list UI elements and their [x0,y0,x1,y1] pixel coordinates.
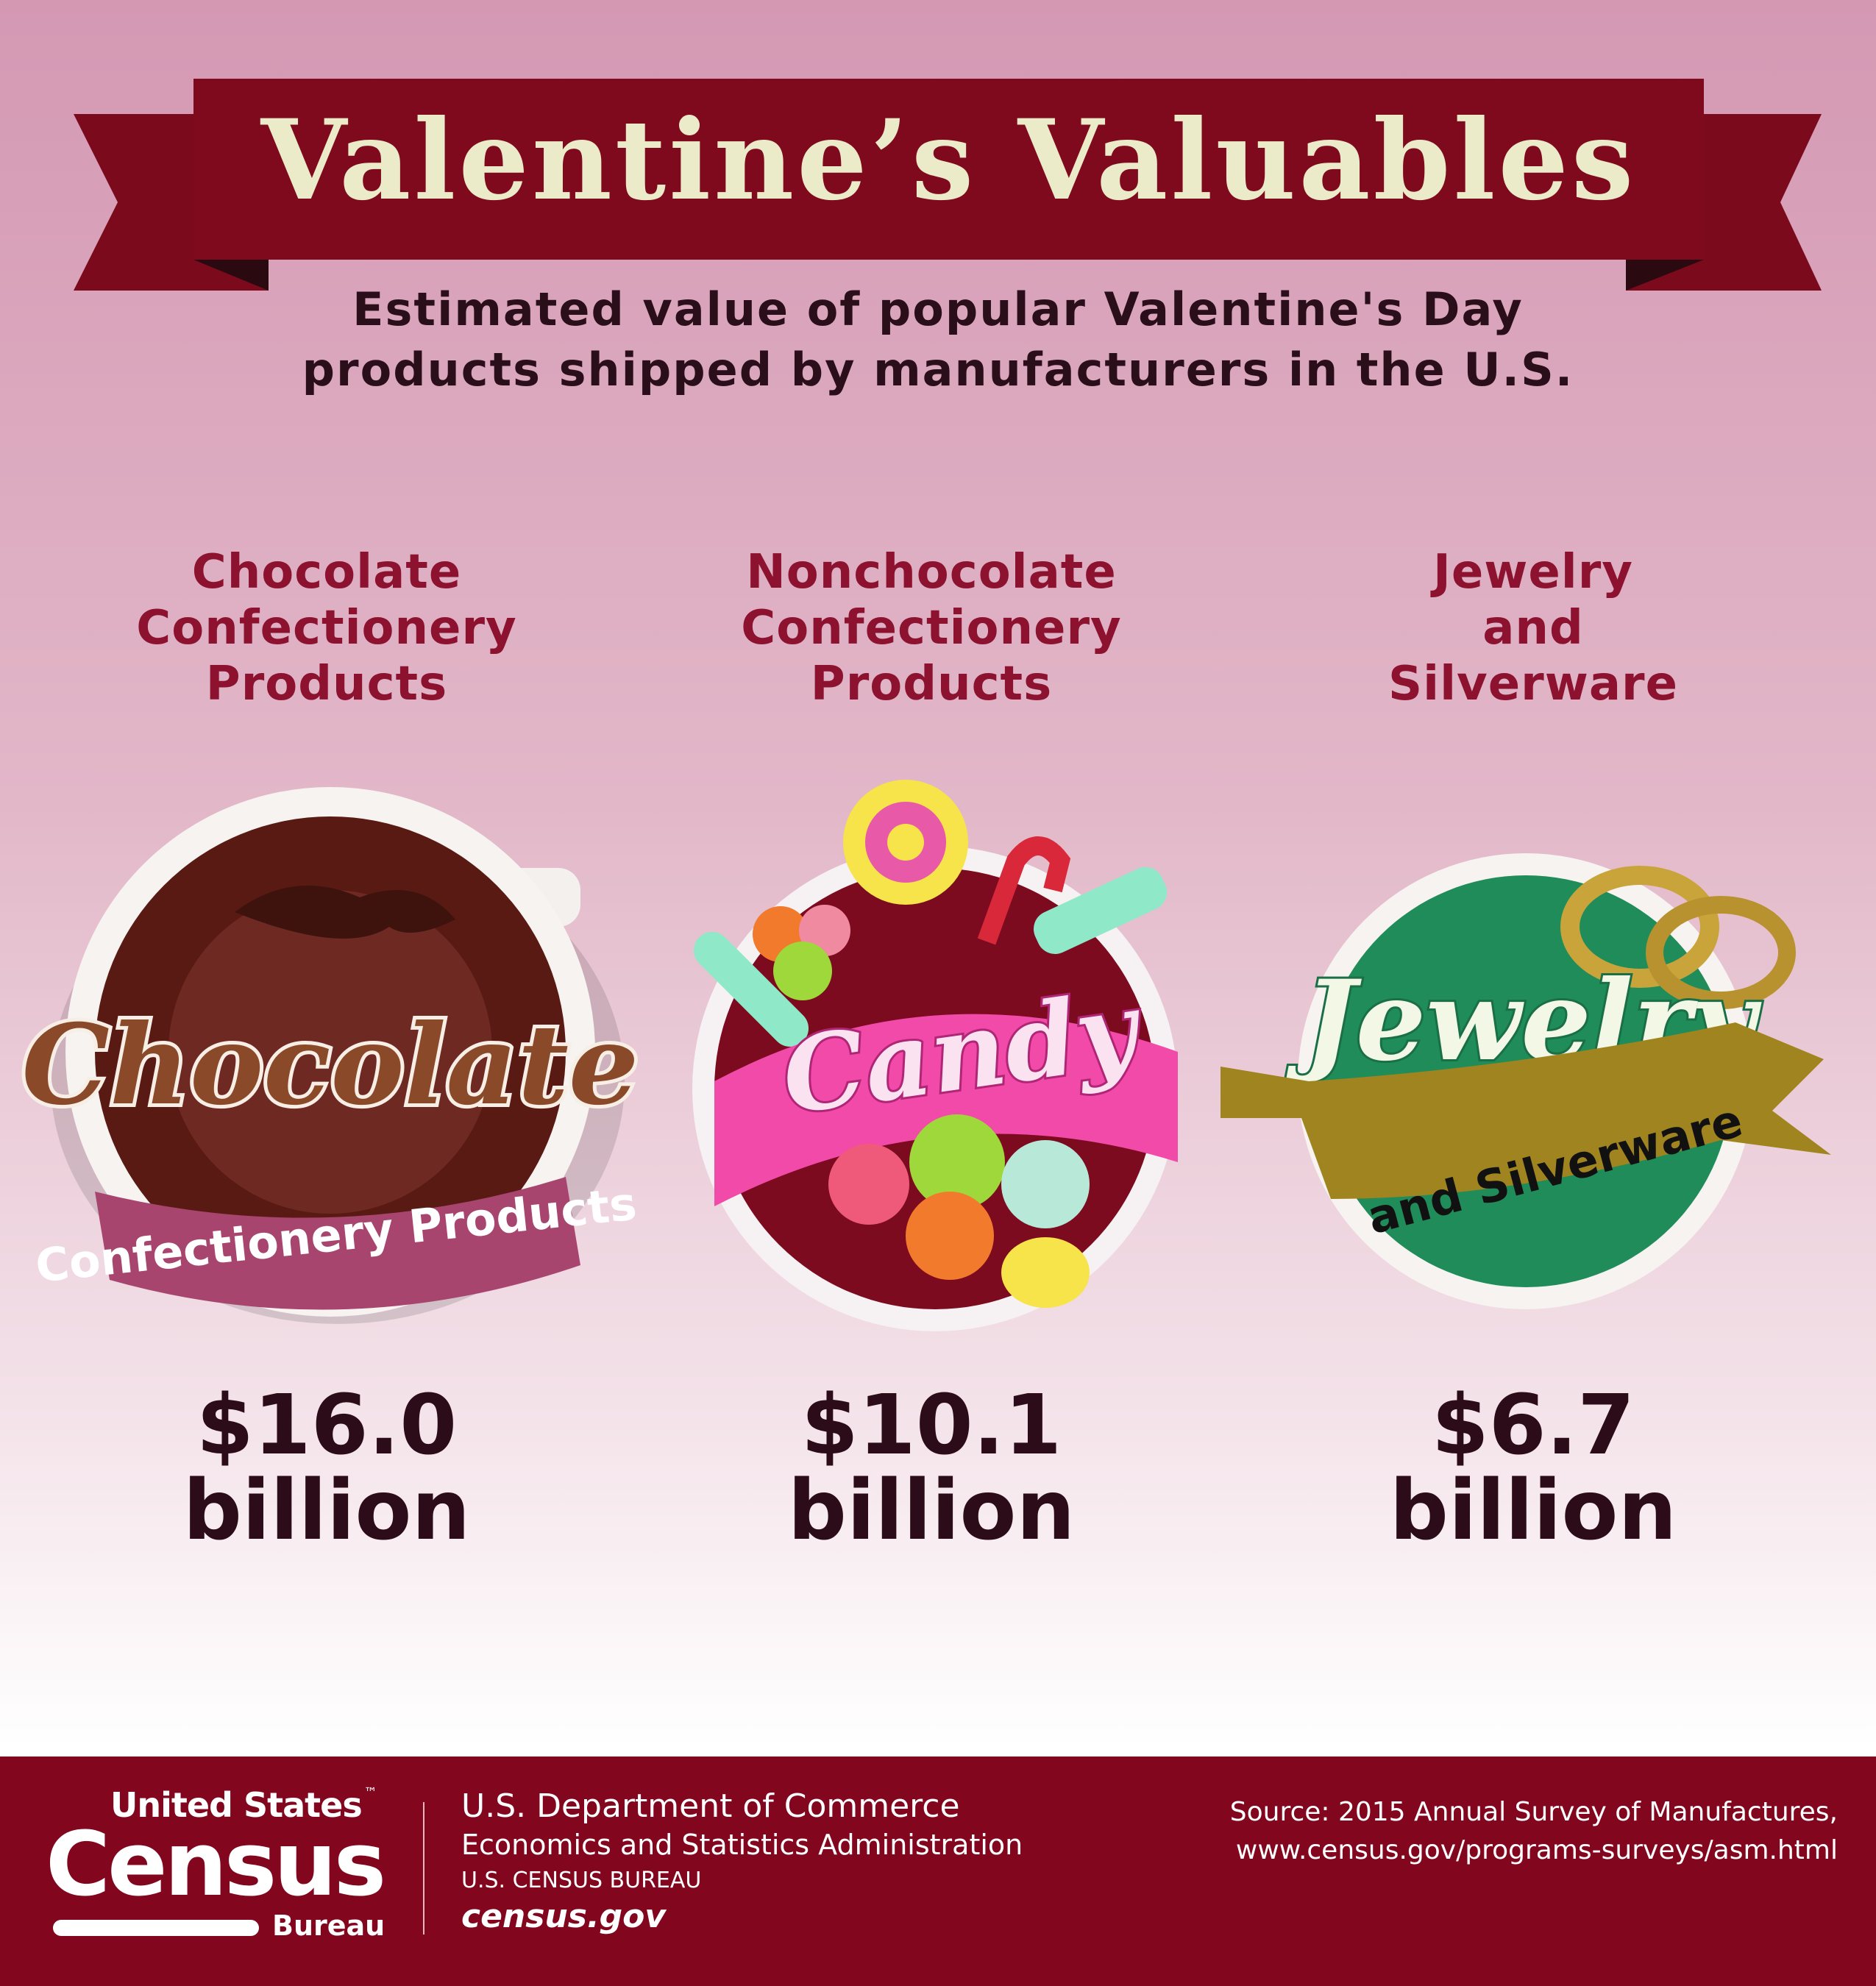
value-amount: $6.7 [1431,1378,1635,1473]
value-jewelry: $6.7 billion [1221,1383,1846,1553]
heading-line: Silverware [1388,657,1678,711]
value-amount: $16.0 [196,1378,458,1473]
heading-jewelry: Jewelry and Silverware [1221,544,1846,712]
value-unit: billion [1389,1463,1677,1559]
agency-line: Economics and Statistics Administration [461,1829,1023,1861]
census-gov-link[interactable]: census.gov [461,1898,667,1935]
value-unit: billion [182,1463,471,1559]
logo-tm: ™ [363,1785,377,1801]
heading-chocolate: Chocolate Confectionery Products [14,544,639,712]
value-unit: billion [787,1463,1076,1559]
divider [423,1802,424,1935]
heading-line: Confectionery [741,601,1122,655]
subtitle-line: Estimated value of popular Valentine's D… [352,282,1524,336]
heading-line: Products [810,657,1053,711]
logo-line: Census [46,1814,386,1916]
rings-icon: Jewelry and Silverware [1221,853,1831,1309]
logo-line: Bureau [272,1910,385,1942]
title-banner [74,79,1822,291]
logo-text-chocolate: Chocolate [22,1000,639,1130]
heading-line: Products [205,657,448,711]
agency-line: U.S. CENSUS BUREAU [461,1868,702,1893]
footer: United States ™ Census Bureau U.S. Depar… [0,1757,1876,1986]
chocolate-cup-icon: Chocolate Confectionery Products [18,787,639,1324]
candy-bowl-icon: Candy [692,780,1178,1331]
heading-line: Chocolate [191,545,462,599]
value-amount: $10.1 [800,1378,1062,1473]
logo-top-line: United States ™ [110,1785,377,1825]
page-title: Valentine’s Valuables [260,96,1637,225]
logo-line: United States [110,1785,363,1825]
agency-line: U.S. Department of Commerce [461,1787,960,1825]
heading-nonchocolate: Nonchocolate Confectionery Products [619,544,1244,712]
heading-line: Nonchocolate [746,545,1117,599]
subtitle: Estimated value of popular Valentine's D… [0,280,1876,400]
source-link[interactable]: www.census.gov/programs-surveys/asm.html [1235,1835,1838,1865]
logo-bar [53,1920,259,1936]
heading-line: Jewelry [1433,545,1633,599]
subtitle-line: products shipped by manufacturers in the… [302,343,1574,396]
value-chocolate: $16.0 billion [14,1383,639,1553]
heading-line: and [1482,601,1584,655]
value-nonchocolate: $10.1 billion [619,1383,1244,1553]
heading-line: Confectionery [136,601,517,655]
source-text: Source: 2015 Annual Survey of Manufactur… [1229,1797,1838,1827]
